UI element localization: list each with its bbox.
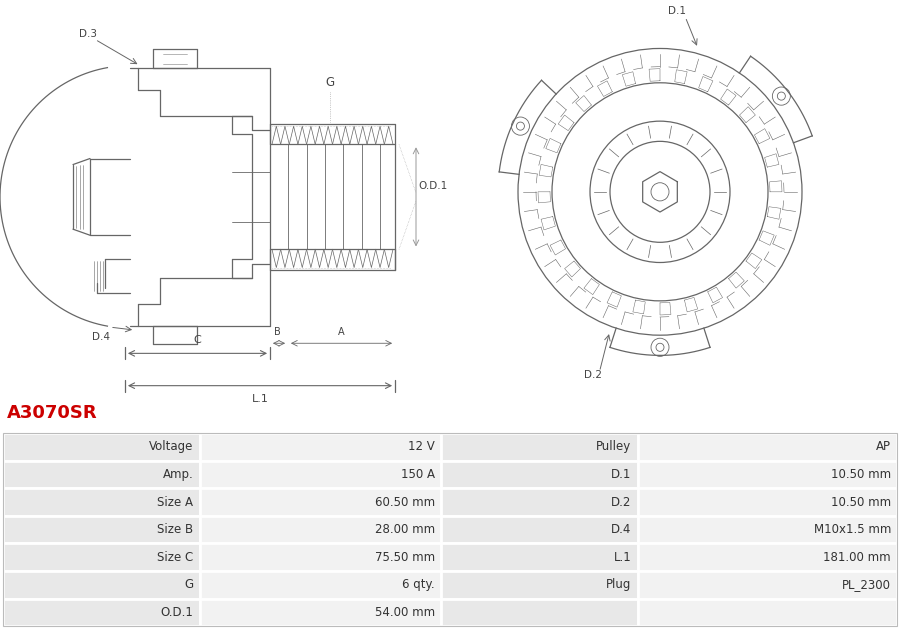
Text: O.D.1: O.D.1 xyxy=(160,606,194,619)
Text: G: G xyxy=(326,76,335,89)
Bar xyxy=(441,599,638,626)
Text: D.2: D.2 xyxy=(611,495,632,509)
Text: D.1: D.1 xyxy=(611,468,632,481)
Bar xyxy=(441,488,638,516)
Bar xyxy=(3,433,200,461)
Bar xyxy=(638,461,897,488)
Text: Voltage: Voltage xyxy=(148,440,194,454)
Bar xyxy=(200,599,441,626)
Bar xyxy=(3,461,200,488)
Bar xyxy=(3,488,200,516)
Bar xyxy=(3,543,200,571)
Bar xyxy=(3,599,200,626)
Bar xyxy=(638,543,897,571)
Text: Plug: Plug xyxy=(607,579,632,591)
Text: G: G xyxy=(184,579,194,591)
Bar xyxy=(638,488,897,516)
Bar xyxy=(638,433,897,461)
Text: B: B xyxy=(274,327,281,337)
Text: 54.00 mm: 54.00 mm xyxy=(374,606,435,619)
Bar xyxy=(3,516,200,543)
Text: Amp.: Amp. xyxy=(163,468,194,481)
Bar xyxy=(200,461,441,488)
Text: 6 qty.: 6 qty. xyxy=(402,579,435,591)
Text: PL_2300: PL_2300 xyxy=(842,579,891,591)
Text: Pulley: Pulley xyxy=(597,440,632,454)
Text: A3070SR: A3070SR xyxy=(7,404,98,422)
Text: A: A xyxy=(338,327,345,337)
Text: 75.50 mm: 75.50 mm xyxy=(374,551,435,563)
Text: Size A: Size A xyxy=(158,495,194,509)
Text: D.4: D.4 xyxy=(611,523,632,536)
Text: D.2: D.2 xyxy=(584,370,602,380)
Text: Size B: Size B xyxy=(158,523,194,536)
Text: 10.50 mm: 10.50 mm xyxy=(831,468,891,481)
Bar xyxy=(200,516,441,543)
Text: M10x1.5 mm: M10x1.5 mm xyxy=(814,523,891,536)
Bar xyxy=(441,543,638,571)
Text: 181.00 mm: 181.00 mm xyxy=(824,551,891,563)
Bar xyxy=(441,461,638,488)
Text: L.1: L.1 xyxy=(252,394,268,404)
Bar xyxy=(638,571,897,599)
Text: 10.50 mm: 10.50 mm xyxy=(831,495,891,509)
Text: D.1: D.1 xyxy=(668,6,686,16)
Text: 28.00 mm: 28.00 mm xyxy=(374,523,435,536)
Text: D.3: D.3 xyxy=(79,30,97,39)
Bar xyxy=(3,433,897,626)
Text: O.D.1: O.D.1 xyxy=(418,181,447,191)
Bar xyxy=(200,488,441,516)
Text: C: C xyxy=(194,335,202,345)
Bar xyxy=(638,516,897,543)
Bar xyxy=(200,433,441,461)
Bar xyxy=(441,516,638,543)
Bar xyxy=(638,599,897,626)
Text: 150 A: 150 A xyxy=(400,468,435,481)
Text: 12 V: 12 V xyxy=(408,440,435,454)
Text: 60.50 mm: 60.50 mm xyxy=(374,495,435,509)
Bar xyxy=(441,433,638,461)
Bar xyxy=(3,571,200,599)
Bar xyxy=(200,571,441,599)
Text: Size C: Size C xyxy=(157,551,194,563)
Text: AP: AP xyxy=(876,440,891,454)
Text: D.4: D.4 xyxy=(92,333,110,342)
Bar xyxy=(441,571,638,599)
Text: L.1: L.1 xyxy=(614,551,632,563)
Bar xyxy=(200,543,441,571)
